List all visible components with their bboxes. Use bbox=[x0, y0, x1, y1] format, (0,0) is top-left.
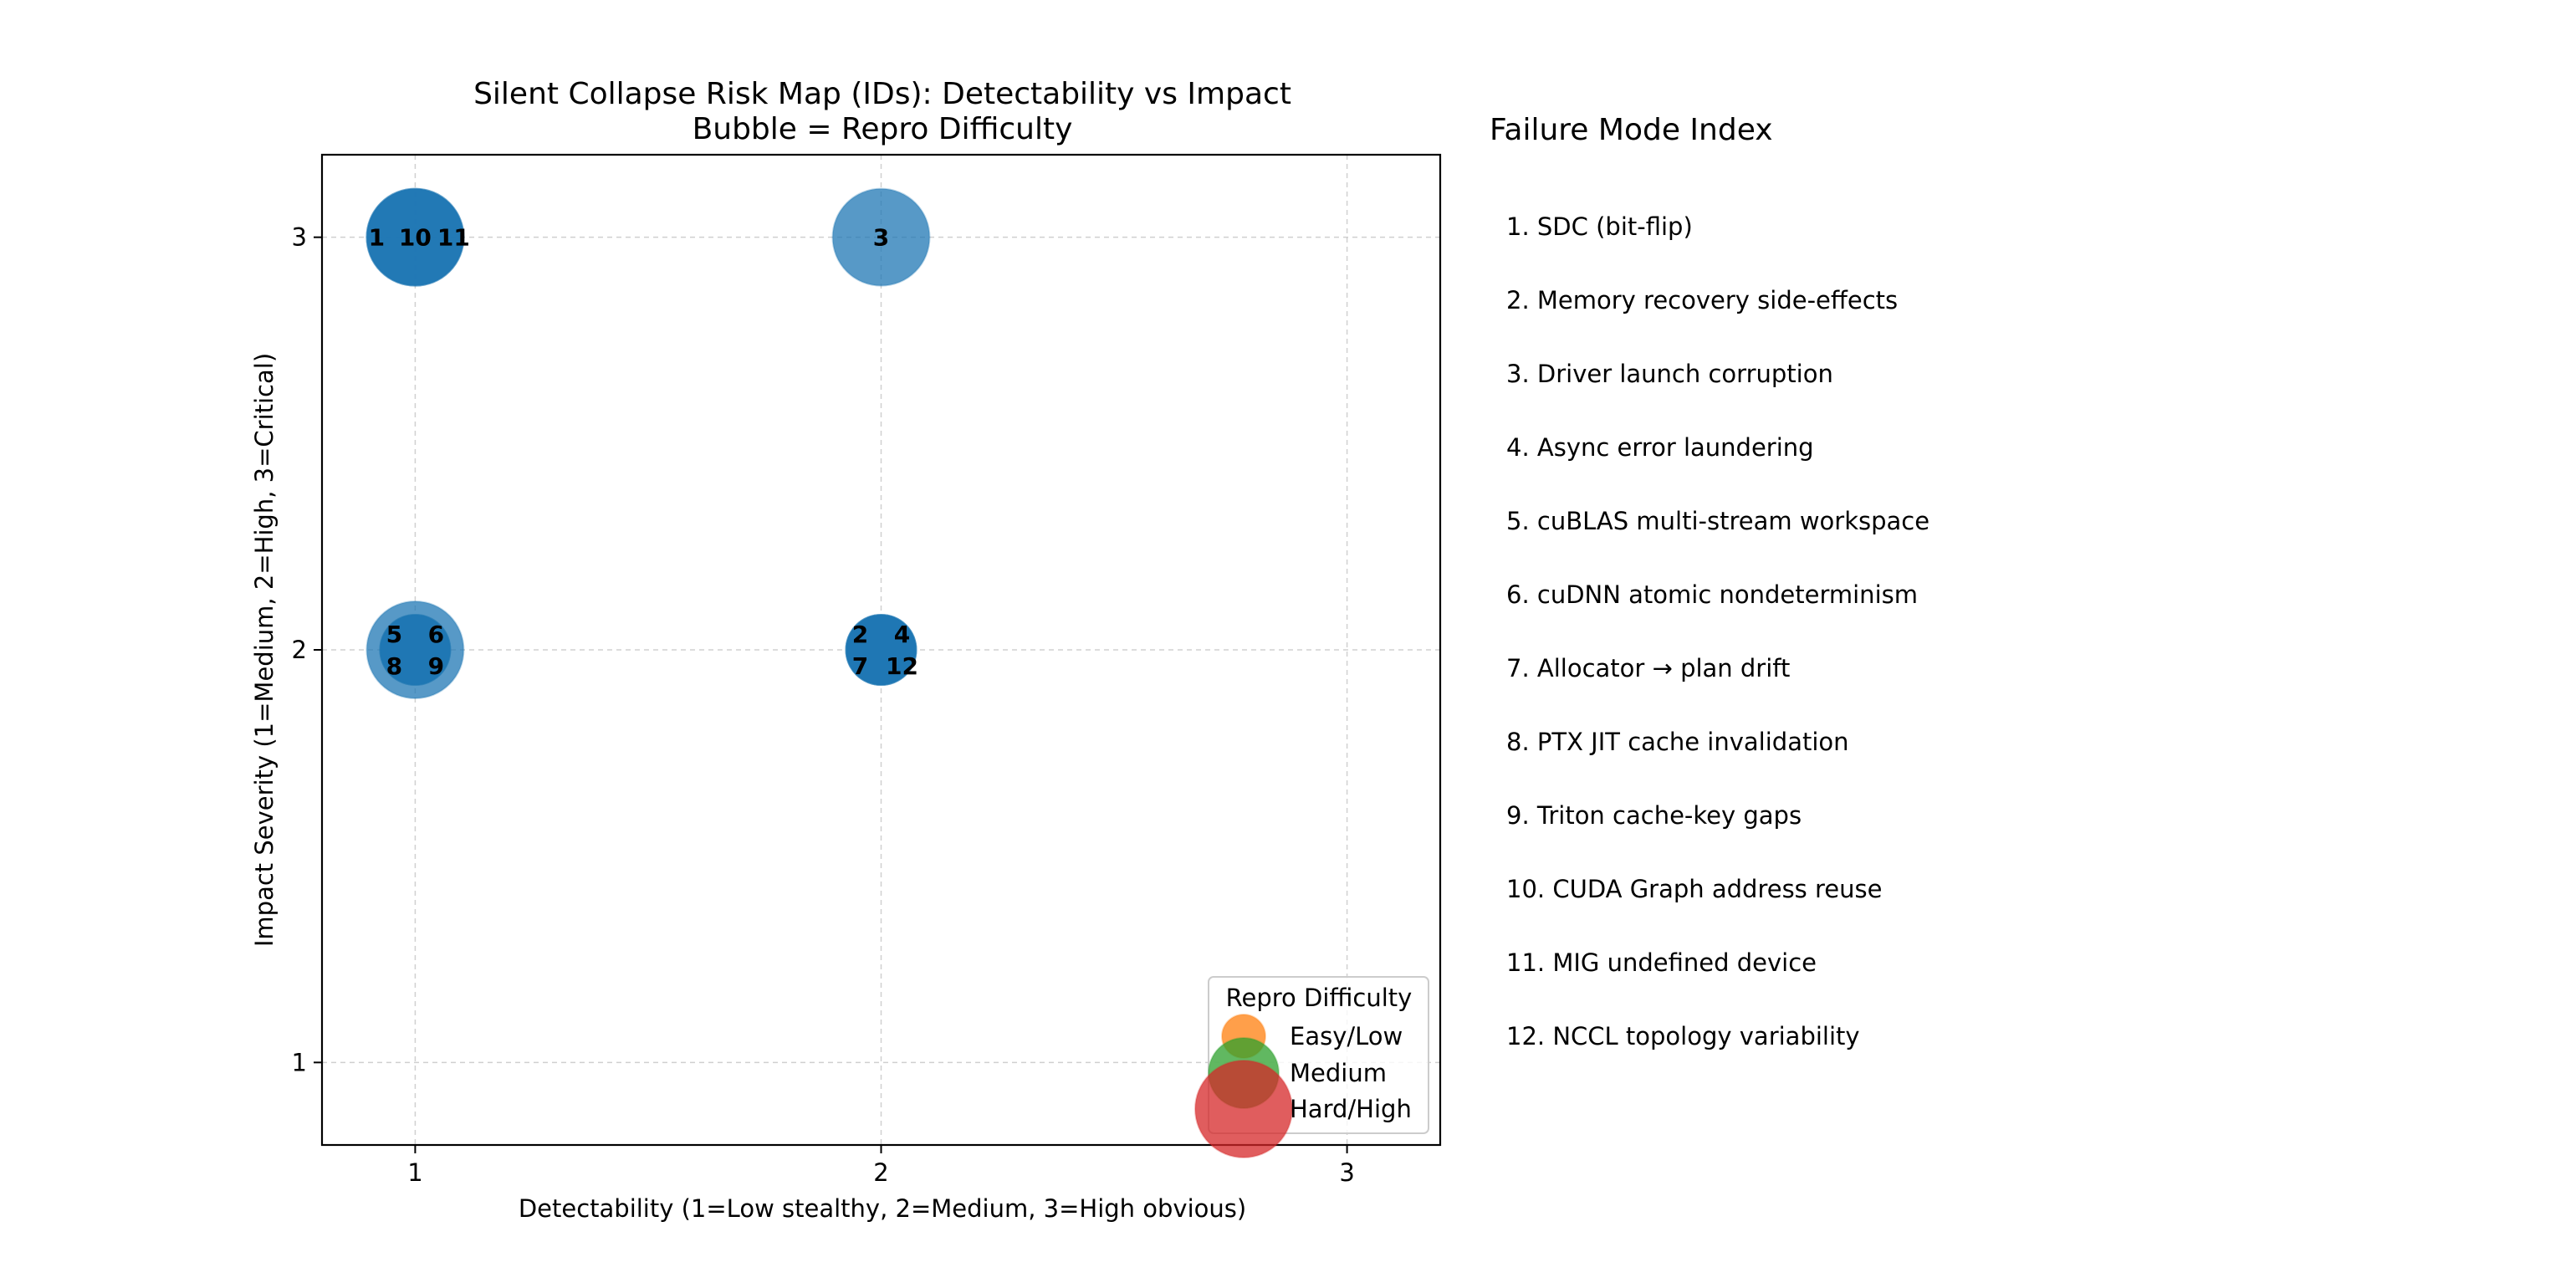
chart-title: Silent Collapse Risk Map (IDs): Detectab… bbox=[473, 77, 1291, 111]
x-tick-label: 3 bbox=[1339, 1158, 1354, 1187]
bubble-id-label: 9 bbox=[428, 652, 444, 680]
index-item: 4. Async error laundering bbox=[1506, 433, 1814, 462]
legend-title: Repro Difficulty bbox=[1226, 984, 1413, 1012]
bubble-id-label: 5 bbox=[386, 621, 402, 648]
bubble-id-label: 12 bbox=[886, 652, 918, 680]
bubble-id-label: 6 bbox=[428, 621, 444, 648]
y-tick-label: 2 bbox=[292, 636, 307, 664]
legend-label: Medium bbox=[1290, 1059, 1387, 1087]
index-item: 11. MIG undefined device bbox=[1506, 948, 1817, 977]
failure-mode-index: Failure Mode Index 1. SDC (bit-flip) 2. M… bbox=[1490, 113, 1929, 1050]
bubble-id-label: 7 bbox=[852, 652, 868, 680]
bubble-id-label: 2 bbox=[852, 621, 868, 648]
index-item: 6. cuDNN atomic nondeterminism bbox=[1506, 580, 1918, 609]
index-item: 9. Triton cache-key gaps bbox=[1506, 801, 1802, 830]
y-axis-label: Impact Severity (1=Medium, 2=High, 3=Cri… bbox=[250, 353, 279, 947]
index-title: Failure Mode Index bbox=[1490, 113, 1773, 147]
bubble-point bbox=[831, 187, 931, 287]
index-item: 1. SDC (bit-flip) bbox=[1506, 212, 1693, 241]
index-item: 5. cuBLAS multi-stream workspace bbox=[1506, 507, 1929, 535]
x-tick-label: 1 bbox=[407, 1158, 422, 1187]
bubble-id-label: 1 bbox=[369, 224, 385, 252]
bubble-id-label: 4 bbox=[894, 621, 910, 648]
index-item: 7. Allocator → plan drift bbox=[1506, 654, 1790, 682]
bubble-id-label: 10 bbox=[399, 224, 432, 252]
legend-label: Hard/High bbox=[1290, 1095, 1412, 1123]
x-tick-label: 2 bbox=[873, 1158, 888, 1187]
bubble-point bbox=[845, 614, 917, 686]
bubble-point bbox=[379, 614, 452, 686]
legend-marker bbox=[1194, 1060, 1293, 1158]
index-item: 10. CUDA Graph address reuse bbox=[1506, 875, 1882, 903]
bubble-id-label: 3 bbox=[873, 224, 889, 252]
x-axis-label: Detectability (1=Low stealthy, 2=Medium,… bbox=[519, 1194, 1246, 1223]
chart-subtitle: Bubble = Repro Difficulty bbox=[693, 112, 1073, 146]
bubble-id-label: 8 bbox=[386, 652, 402, 680]
index-item: 8. PTX JIT cache invalidation bbox=[1506, 728, 1849, 756]
index-item: 12. NCCL topology variability bbox=[1506, 1022, 1860, 1050]
legend-label: Easy/Low bbox=[1290, 1022, 1403, 1050]
bubble-id-label: 11 bbox=[437, 224, 470, 252]
legend: Repro Difficulty Easy/Low Medium Hard/High bbox=[1194, 976, 1429, 1158]
bubbles: 1 10 11 2 47 12 3 5 68 9 bbox=[365, 187, 931, 699]
index-item: 3. Driver launch corruption bbox=[1506, 360, 1833, 388]
y-tick-label: 1 bbox=[292, 1048, 307, 1076]
y-tick-label: 3 bbox=[292, 223, 307, 252]
bubble-point bbox=[365, 187, 465, 287]
index-item: 2. Memory recovery side-effects bbox=[1506, 286, 1898, 314]
